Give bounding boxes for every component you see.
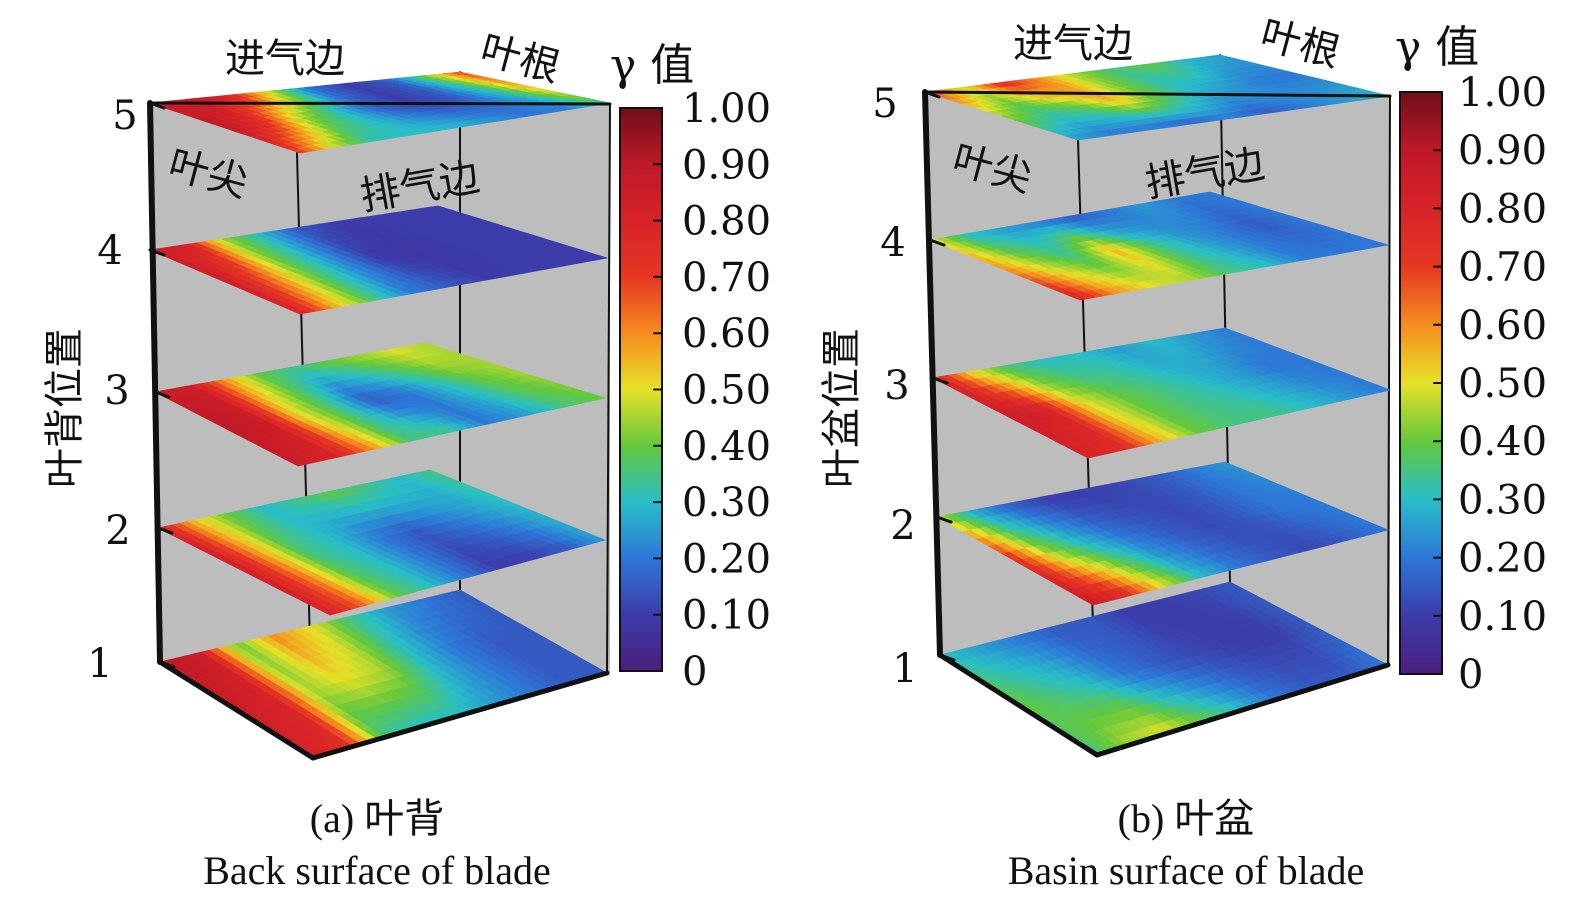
colorbar-tick-label-0.40: 0.40 — [682, 424, 771, 470]
heatmap-layer-4 — [928, 191, 1389, 301]
caption-b-en: Basin surface of blade — [1007, 848, 1365, 893]
colorbar-tick-label-0.90: 0.90 — [682, 142, 771, 188]
y-tick-label-3: 3 — [104, 368, 129, 414]
colorbar-label: γ 值 — [1395, 22, 1479, 73]
y-tick-2 — [156, 526, 174, 535]
edge-label-inlet: 进气边 — [225, 36, 345, 82]
y-tick-label-5: 5 — [872, 81, 897, 127]
colorbar-tick-label-0: 0 — [682, 649, 707, 695]
colorbar-tick-label-0.10: 0.10 — [682, 593, 771, 639]
y-tick-label-1: 1 — [87, 641, 112, 687]
y-tick-2 — [935, 515, 953, 524]
caption-a: (a) 叶背 Back surface of blade — [27, 793, 727, 897]
heatmap-layer-4 — [148, 205, 608, 315]
colorbar — [619, 107, 663, 672]
colorbar-tick-label-0: 0 — [1458, 652, 1483, 698]
colorbar-tick-label-0.30: 0.30 — [682, 480, 771, 526]
y-tick-5 — [148, 101, 166, 110]
colorbar-tick-label-0.70: 0.70 — [1458, 245, 1547, 291]
y-axis-label: 叶盆位置 — [819, 328, 865, 488]
z-axis — [147, 100, 163, 665]
colorbar-tick-label-0.40: 0.40 — [1458, 419, 1547, 465]
y-tick-5 — [923, 90, 941, 99]
y-axis-label: 叶背位置 — [42, 328, 88, 488]
y-tick-label-5: 5 — [112, 93, 137, 139]
caption-a-en: Back surface of blade — [203, 848, 551, 893]
y-tick-label-4: 4 — [97, 228, 122, 274]
edge-label-inlet: 进气边 — [1013, 21, 1133, 67]
colorbar-tick-label-1.00: 1.00 — [682, 86, 771, 132]
heatmap-layer-3 — [931, 327, 1392, 459]
z-axis — [922, 89, 943, 658]
y-tick-4 — [928, 238, 946, 247]
colorbar-tick-label-0.60: 0.60 — [1458, 303, 1547, 349]
caption-a-cn: (a) 叶背 — [309, 796, 445, 841]
colorbar-label: γ 值 — [610, 40, 694, 91]
colorbar-tick-label-0.20: 0.20 — [682, 536, 771, 582]
caption-b-cn: (b) 叶盆 — [1117, 796, 1255, 841]
y-tick-3 — [931, 376, 949, 385]
colorbar-tick-label-0.80: 0.80 — [1458, 186, 1547, 232]
heatmap-layer-3 — [153, 342, 607, 467]
top-edge — [148, 101, 612, 106]
colorbar-tick-label-0.20: 0.20 — [1458, 536, 1547, 582]
box-edge-right — [606, 103, 611, 674]
y-tick-label-2: 2 — [105, 508, 130, 554]
bottom-edge-right — [310, 670, 610, 761]
y-tick-1 — [938, 653, 956, 662]
colorbar-tick-label-0.70: 0.70 — [682, 255, 771, 301]
heatmap-layer-5 — [149, 71, 611, 154]
y-tick-label-4: 4 — [880, 220, 905, 266]
colorbar-tick-label-0.30: 0.30 — [1458, 477, 1547, 523]
y-tick-label-3: 3 — [884, 363, 909, 409]
y-tick-label-1: 1 — [892, 646, 917, 692]
bottom-edge-right — [1094, 662, 1391, 758]
y-tick-label-2: 2 — [890, 503, 915, 549]
bottom-edge-left — [157, 659, 316, 761]
y-tick-4 — [148, 248, 166, 257]
colorbar-tick-label-0.80: 0.80 — [682, 199, 771, 245]
colorbar-tick-label-0.60: 0.60 — [682, 311, 771, 357]
caption-b: (b) 叶盆 Basin surface of blade — [836, 793, 1536, 897]
heatmap-layer-2 — [156, 469, 607, 616]
bottom-edge-left — [937, 652, 1100, 758]
y-tick-3 — [153, 390, 171, 399]
y-tick-1 — [158, 660, 176, 669]
colorbar-tick-label-0.10: 0.10 — [1458, 594, 1547, 640]
colorbar-tick-label-0.50: 0.50 — [1458, 361, 1547, 407]
colorbar-tick-label-1.00: 1.00 — [1458, 70, 1547, 116]
colorbar-tick-label-0.50: 0.50 — [682, 368, 771, 414]
box-edge-right — [1387, 95, 1391, 666]
heatmap-layer-1 — [938, 581, 1390, 756]
heatmap-layer-2 — [935, 461, 1390, 606]
heatmap-layer-1 — [158, 589, 609, 759]
top-edge — [923, 90, 1392, 98]
colorbar-tick-label-0.90: 0.90 — [1458, 128, 1547, 174]
